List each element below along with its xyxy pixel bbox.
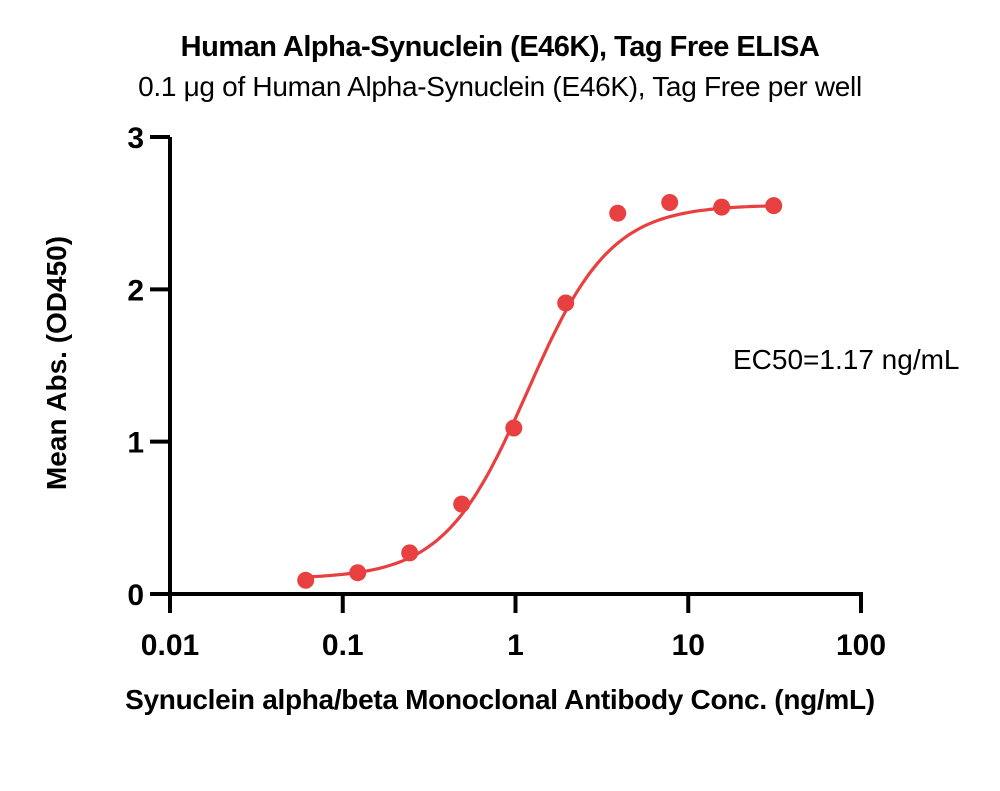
x-tick-label: 100: [836, 629, 886, 662]
data-point: [401, 544, 419, 562]
y-tick-label: 1: [127, 427, 144, 460]
data-point: [765, 197, 783, 215]
ec50-annotation: EC50=1.17 ng/mL: [733, 344, 960, 375]
y-tick-label: 3: [127, 122, 144, 155]
data-point: [661, 194, 679, 211]
data-point: [349, 564, 367, 582]
data-point: [453, 495, 471, 513]
fit-curve: [300, 204, 776, 579]
x-tick-label: 10: [672, 629, 705, 662]
x-tick-label: 0.01: [141, 629, 199, 662]
y-tick-label: 2: [127, 274, 144, 307]
data-point: [713, 198, 731, 216]
data-point: [609, 204, 627, 222]
chart-subtitle: 0.1 μg of Human Alpha-Synuclein (E46K), …: [138, 71, 862, 102]
x-tick-label: 0.1: [322, 629, 364, 662]
data-point: [505, 419, 523, 437]
x-tick-label: 1: [507, 629, 524, 662]
y-tick-label: 0: [127, 579, 144, 612]
chart-title: Human Alpha-Synuclein (E46K), Tag Free E…: [180, 31, 820, 63]
data-point: [297, 571, 315, 589]
data-point: [557, 294, 575, 312]
x-axis-label: Synuclein alpha/beta Monoclonal Antibody…: [125, 684, 875, 715]
